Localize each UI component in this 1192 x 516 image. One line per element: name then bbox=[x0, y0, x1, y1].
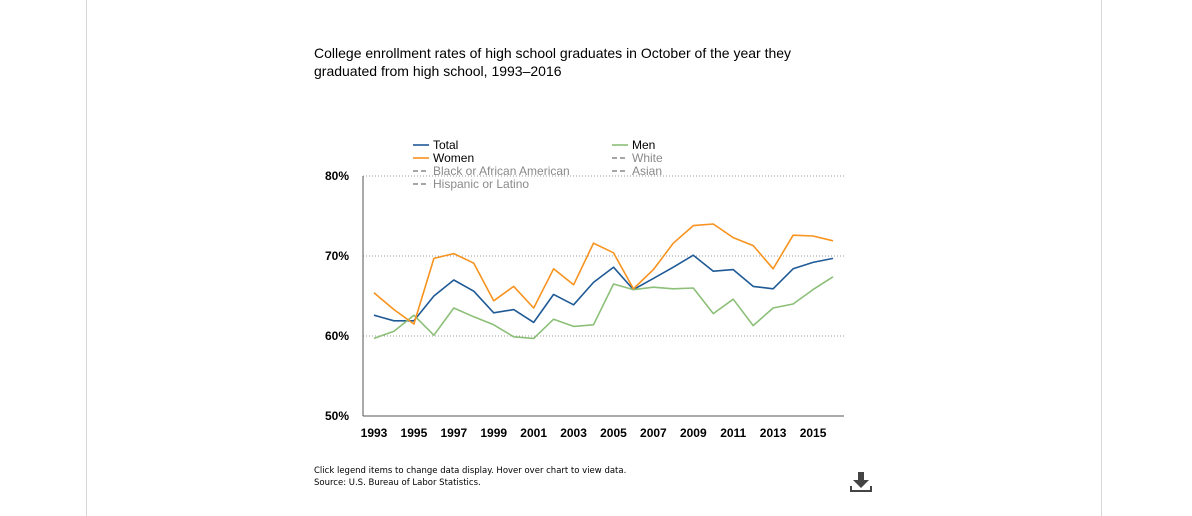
x-tick-label: 1997 bbox=[440, 426, 467, 440]
legend-label: White bbox=[632, 151, 663, 165]
y-tick-label: 70% bbox=[325, 249, 349, 263]
x-tick-label: 1999 bbox=[480, 426, 507, 440]
legend-item[interactable]: Hispanic or Latino bbox=[413, 177, 529, 191]
x-tick-label: 2005 bbox=[600, 426, 627, 440]
legend-label: Women bbox=[433, 151, 474, 165]
y-tick-label: 80% bbox=[325, 169, 349, 183]
y-tick-label: 50% bbox=[325, 409, 349, 423]
x-tick-label: 2013 bbox=[760, 426, 787, 440]
legend-label: Men bbox=[632, 138, 655, 152]
x-tick-label: 2009 bbox=[680, 426, 707, 440]
legend-item[interactable]: White bbox=[612, 151, 663, 165]
download-icon bbox=[850, 472, 872, 492]
legend: Total Men Women White Black or African Ameri… bbox=[413, 138, 663, 191]
legend-label: Hispanic or Latino bbox=[433, 177, 529, 191]
x-tick-label: 2001 bbox=[520, 426, 547, 440]
series-line-men[interactable] bbox=[373, 276, 834, 340]
legend-item[interactable]: Black or African American bbox=[413, 164, 570, 178]
legend-label: Total bbox=[433, 138, 458, 152]
legend-item[interactable]: Women bbox=[413, 151, 474, 165]
series-line-women[interactable] bbox=[373, 223, 834, 325]
gridlines bbox=[363, 175, 844, 337]
footnote-source: Source: U.S. Bureau of Labor Statistics. bbox=[314, 478, 481, 488]
footnote-instructions: Click legend items to change data displa… bbox=[314, 466, 627, 476]
footnote: Click legend items to change data displa… bbox=[314, 465, 626, 489]
legend-label: Black or African American bbox=[433, 164, 570, 178]
y-tick-label: 60% bbox=[325, 329, 349, 343]
series-line-total[interactable] bbox=[373, 254, 834, 324]
x-tick-label: 1993 bbox=[361, 426, 388, 440]
series-lines bbox=[373, 223, 834, 340]
legend-item[interactable]: Total bbox=[413, 138, 458, 152]
chart-title: College enrollment rates of high school … bbox=[314, 45, 792, 79]
x-tick-label: 2015 bbox=[800, 426, 827, 440]
frame-right-border bbox=[1101, 0, 1102, 516]
x-tick-label: 2003 bbox=[560, 426, 587, 440]
legend-label: Asian bbox=[632, 164, 662, 178]
axes: 50% 60% 70% 80% 1993 1995 1997 1999 2001 2003 2005… bbox=[325, 169, 844, 440]
download-button[interactable] bbox=[848, 470, 874, 496]
legend-item[interactable]: Men bbox=[612, 138, 655, 152]
x-tick-label: 2011 bbox=[720, 426, 746, 440]
x-tick-label: 2007 bbox=[640, 426, 667, 440]
x-tick-label: 1995 bbox=[401, 426, 428, 440]
legend-item[interactable]: Asian bbox=[612, 164, 662, 178]
frame-left-border bbox=[86, 0, 87, 516]
